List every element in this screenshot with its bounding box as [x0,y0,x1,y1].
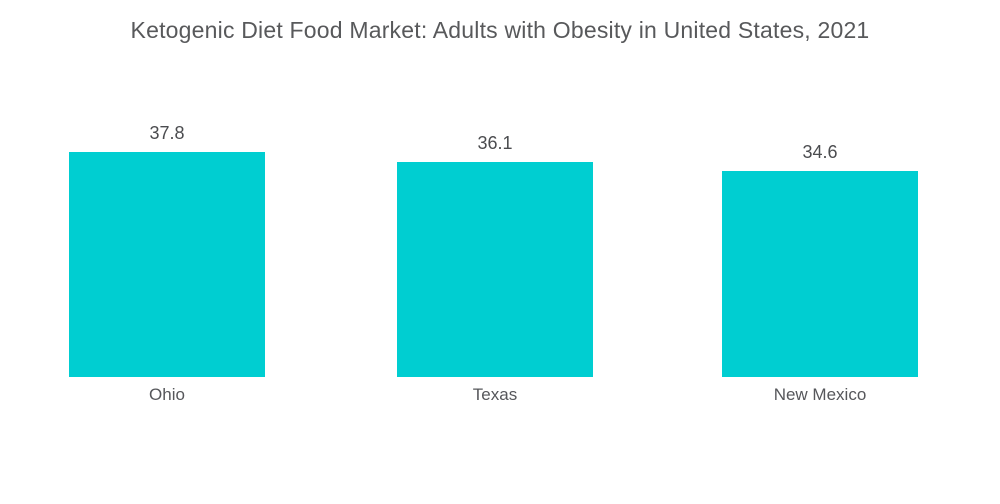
category-label-texas: Texas [472,385,518,404]
bar-value-label-ohio: 37.8 [149,123,185,143]
bar-group-texas: 36.1 [397,133,593,377]
bar-texas [397,162,593,377]
bar-value-label-texas: 36.1 [477,133,513,153]
bar-ohio [69,152,265,377]
bar-new-mexico [722,171,918,377]
chart-title: Ketogenic Diet Food Market: Adults with … [130,17,870,43]
bar-group-new-mexico: 34.6 [722,142,918,377]
bar-value-label-new-mexico: 34.6 [802,142,838,162]
category-label-ohio: Ohio [149,385,185,404]
bar-group-ohio: 37.8 [69,123,265,377]
category-label-new-mexico: New Mexico [773,385,867,404]
